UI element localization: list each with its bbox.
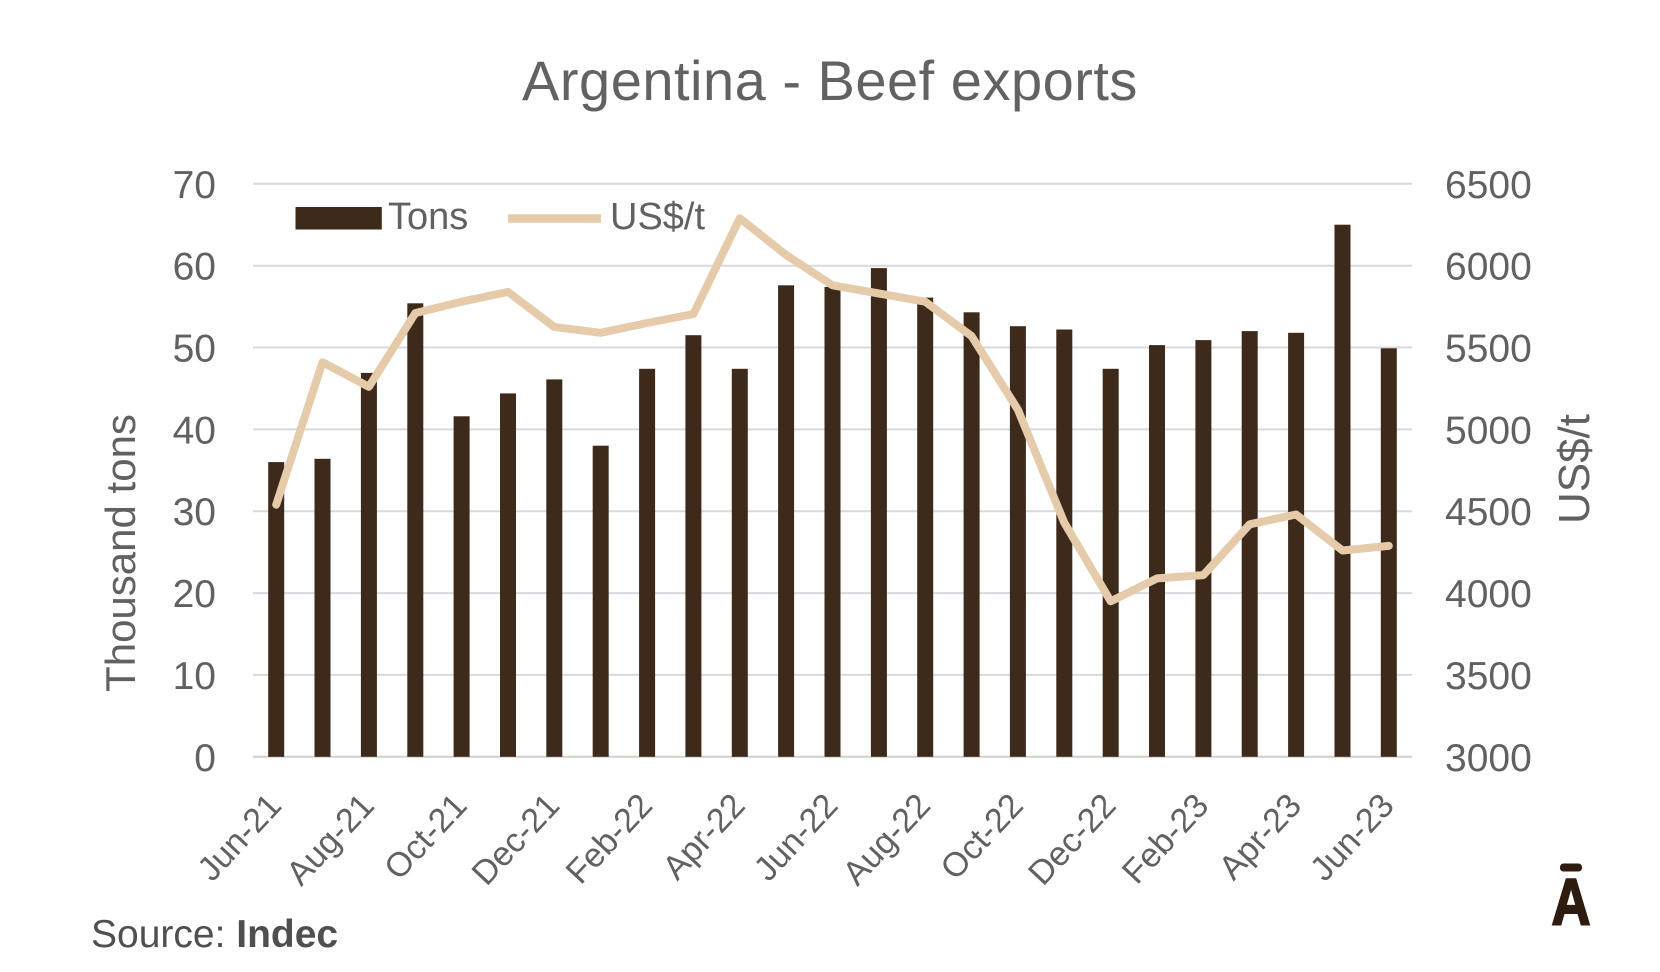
svg-text:Jun-22: Jun-22 [747, 787, 846, 889]
svg-text:5000: 5000 [1445, 409, 1532, 452]
svg-text:US$/t: US$/t [610, 196, 705, 238]
svg-text:0: 0 [194, 737, 216, 780]
svg-text:Jun-21: Jun-21 [190, 787, 289, 889]
svg-text:30: 30 [173, 491, 216, 534]
svg-text:Oct-21: Oct-21 [377, 787, 474, 888]
svg-text:6500: 6500 [1445, 164, 1532, 207]
svg-text:10: 10 [173, 655, 216, 698]
svg-text:20: 20 [173, 573, 216, 616]
svg-text:Feb-22: Feb-22 [559, 787, 660, 892]
svg-text:Thousand tons: Thousand tons [97, 414, 144, 692]
svg-text:4000: 4000 [1445, 573, 1532, 616]
svg-text:4500: 4500 [1445, 491, 1532, 534]
svg-text:Source: Indec: Source: Indec [91, 913, 338, 956]
svg-text:40: 40 [173, 409, 216, 452]
svg-text:Dec-21: Dec-21 [465, 787, 568, 893]
svg-text:Dec-22: Dec-22 [1021, 787, 1124, 893]
svg-text:3000: 3000 [1445, 737, 1532, 780]
svg-text:Apr-22: Apr-22 [655, 787, 752, 888]
svg-text:3500: 3500 [1445, 655, 1532, 698]
svg-text:50: 50 [173, 328, 216, 371]
svg-text:Aug-21: Aug-21 [279, 787, 382, 893]
svg-text:5500: 5500 [1445, 328, 1532, 371]
svg-text:70: 70 [173, 164, 216, 207]
svg-text:A: A [1552, 864, 1591, 938]
svg-text:Feb-23: Feb-23 [1115, 787, 1216, 892]
svg-text:Tons: Tons [388, 196, 468, 238]
svg-text:60: 60 [173, 246, 216, 289]
svg-text:Argentina - Beef exports: Argentina - Beef exports [522, 49, 1138, 112]
svg-text:Aug-22: Aug-22 [835, 787, 938, 893]
svg-text:Oct-22: Oct-22 [933, 787, 1030, 888]
svg-text:Apr-23: Apr-23 [1212, 787, 1309, 888]
svg-text:Jun-23: Jun-23 [1303, 787, 1402, 889]
svg-text:US$/t: US$/t [1550, 414, 1599, 524]
svg-text:6000: 6000 [1445, 246, 1532, 289]
